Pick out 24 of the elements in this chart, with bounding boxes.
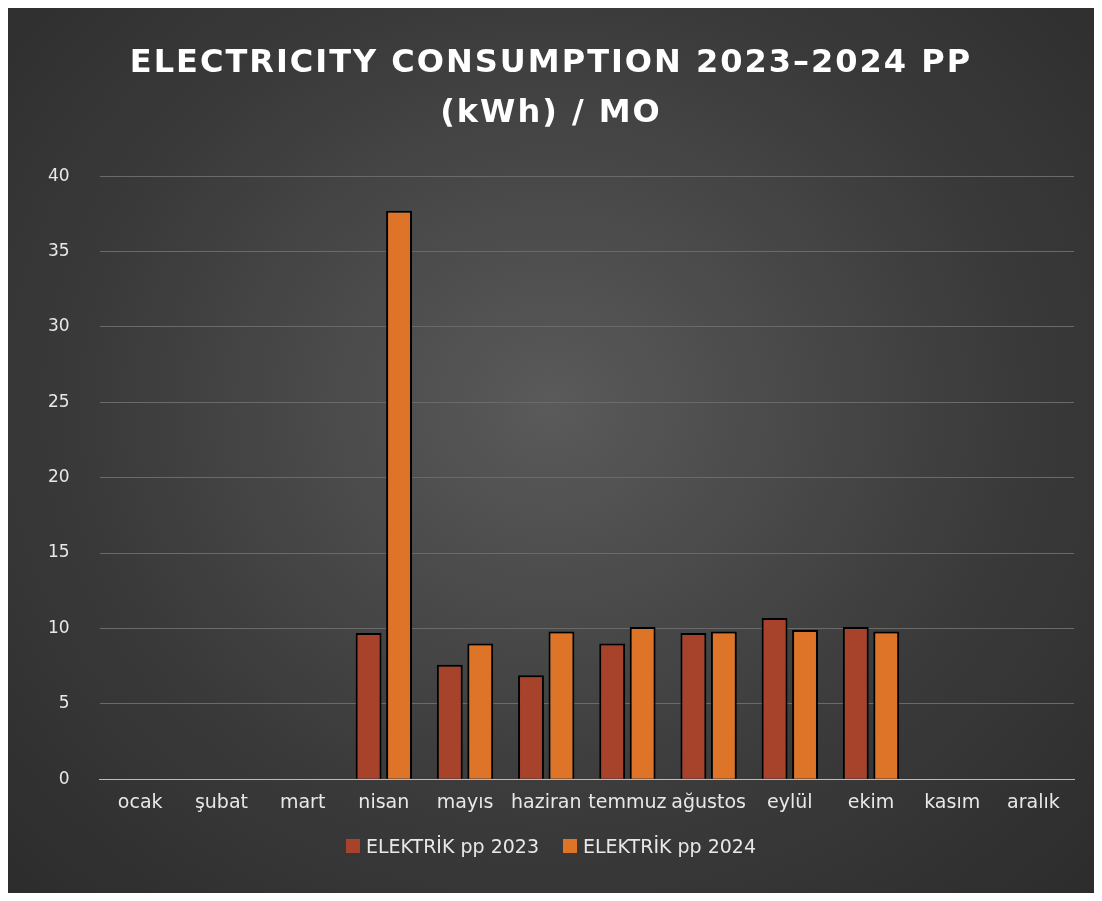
x-tick-label: mart [279, 789, 326, 812]
legend-label: ELEKTRİK pp 2023 [365, 835, 539, 857]
y-tick-label: 5 [58, 692, 70, 713]
legend-label: ELEKTRİK pp 2024 [583, 835, 757, 857]
x-tick-label: aralık [1007, 789, 1060, 812]
chart-title: ELECTRICITY CONSUMPTION 2023–2024 PP (kWh) / MO [128, 41, 974, 132]
y-tick-label: 0 [58, 767, 70, 788]
x-tick-label: ekim [847, 789, 895, 812]
x-tick-label: haziran [511, 789, 582, 812]
y-tick-label: 40 [47, 164, 70, 185]
x-tick-label: eylül [767, 789, 813, 812]
y-tick-label: 25 [47, 390, 70, 411]
x-tick-label: ocak [117, 789, 163, 812]
y-tick-label: 35 [47, 240, 70, 260]
x-tick-label: ağustos [671, 789, 746, 812]
x-tick-label: kasım [924, 789, 981, 812]
x-tick-label: şubat [194, 789, 248, 812]
y-tick-label: 30 [47, 315, 70, 336]
x-tick-label: mayıs [436, 789, 494, 812]
x-tick-label: temmuz [588, 789, 667, 812]
y-tick-label: 10 [47, 616, 70, 637]
y-tick-label: 15 [47, 541, 70, 562]
x-tick-label: nisan [358, 789, 410, 812]
y-tick-label: 20 [47, 466, 70, 487]
